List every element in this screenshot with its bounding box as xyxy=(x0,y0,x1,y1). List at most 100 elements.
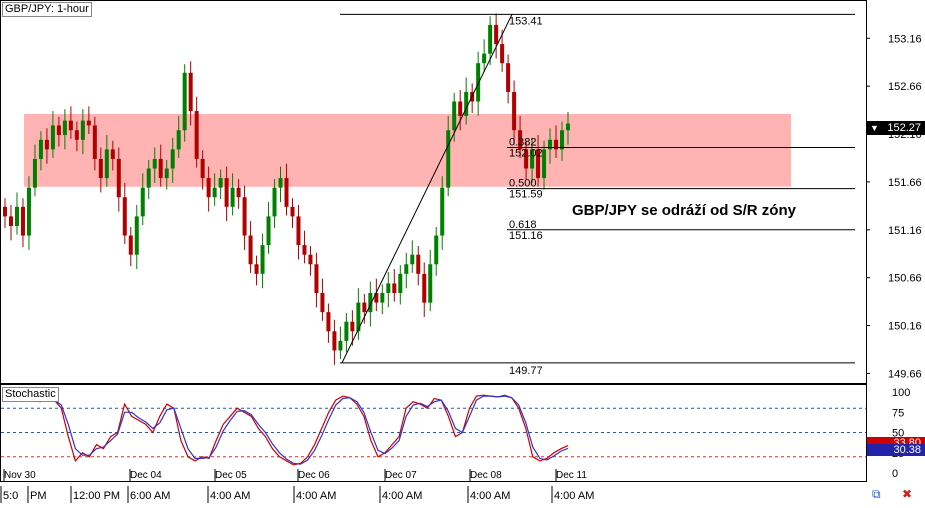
swing-high-label: 153.41 xyxy=(509,15,543,27)
candle-body xyxy=(554,139,559,150)
price-arrow-icon: ▼ xyxy=(870,123,879,133)
candle-body xyxy=(422,273,427,303)
candle-body xyxy=(182,72,187,131)
candle-body xyxy=(212,187,217,198)
candle-body xyxy=(494,24,499,45)
candle-body xyxy=(152,158,157,169)
candle-body xyxy=(350,321,355,332)
sr-zone xyxy=(24,113,791,187)
y-tick-label: 151.66 xyxy=(888,177,922,189)
x-label-bottom: 5:0 xyxy=(3,490,18,502)
main-plot-frame xyxy=(0,0,867,384)
stochastic-line xyxy=(4,394,569,466)
candle-body xyxy=(404,264,409,274)
candle-body xyxy=(440,187,445,236)
candle-body xyxy=(50,125,55,150)
link-icon[interactable]: ⧉ xyxy=(872,487,881,501)
y-tick-label: 152.66 xyxy=(888,81,922,93)
candle-body xyxy=(308,254,313,265)
candle-body xyxy=(524,149,529,169)
fib-ratio-label: 0.500 xyxy=(509,178,537,190)
candle-body xyxy=(218,178,223,188)
y-tick-label: 150.16 xyxy=(888,321,922,333)
candle-body xyxy=(362,302,367,313)
stoch-y-label: 50 xyxy=(892,428,904,440)
swing-low-label: 149.77 xyxy=(509,365,543,377)
candle-body xyxy=(392,283,397,293)
candle-body xyxy=(200,158,205,179)
candle-body xyxy=(164,168,169,179)
candle-body xyxy=(338,340,343,351)
candle-body xyxy=(374,292,379,303)
candle-body xyxy=(332,331,337,351)
y-tick-label: 150.66 xyxy=(888,273,922,285)
candle-body xyxy=(416,254,421,274)
candle-body xyxy=(188,72,193,112)
candle-body xyxy=(530,149,535,169)
candle-body xyxy=(86,120,91,126)
candle-body xyxy=(80,120,85,140)
candle-body xyxy=(284,178,289,207)
candle-body xyxy=(434,235,439,265)
candle-body xyxy=(242,197,247,236)
chart-title: GBP/JPY: 1-hour xyxy=(2,2,92,17)
candle-body xyxy=(536,149,541,179)
candle-body xyxy=(14,206,19,226)
candle-body xyxy=(296,216,301,246)
x-label: Dec 04 xyxy=(130,470,162,481)
x-label-bottom: 4:00 AM xyxy=(470,490,510,502)
candle-body xyxy=(326,312,331,332)
candle-body xyxy=(458,101,463,116)
candle-body xyxy=(482,53,487,64)
candle-body xyxy=(428,264,433,303)
fib-ratio-label: 0.618 xyxy=(509,219,537,231)
current-price-label: 152.27 xyxy=(887,122,921,134)
stochastic-line xyxy=(4,395,569,465)
candle-body xyxy=(122,197,127,236)
candle-body xyxy=(254,264,259,274)
candle-body xyxy=(512,91,517,131)
fib-price-label: 151.16 xyxy=(509,230,543,242)
trend-line xyxy=(341,14,513,364)
close-icon[interactable]: ✖ xyxy=(902,487,913,501)
candle-body xyxy=(236,187,241,198)
stoch-blue-tag: 30.38 xyxy=(867,444,925,456)
x-label: Dec 08 xyxy=(470,470,502,481)
candle-body xyxy=(518,130,523,150)
x-label: Dec 05 xyxy=(215,470,247,481)
candle-body xyxy=(368,292,373,313)
candle-body xyxy=(176,130,181,150)
x-label-bottom: 4:00 AM xyxy=(296,490,336,502)
candle-body xyxy=(344,321,349,341)
candle-body xyxy=(8,216,13,226)
candle-body xyxy=(272,187,277,217)
annotation-text: GBP/JPY se odráží od S/R zóny xyxy=(572,202,796,219)
candle-body xyxy=(314,264,319,293)
fib-price-label: 151.59 xyxy=(509,189,543,201)
candle-body xyxy=(410,254,415,265)
candle-body xyxy=(488,24,493,54)
candle-body xyxy=(248,235,253,265)
candle-body xyxy=(500,44,505,64)
candle-body xyxy=(566,123,570,131)
candle-body xyxy=(476,63,481,102)
candle-body xyxy=(386,283,391,293)
candle-body xyxy=(302,245,307,255)
candle-body xyxy=(542,149,547,179)
x-label-bottom: 6:00 AM xyxy=(130,490,170,502)
candle-body xyxy=(44,139,49,150)
x-label-bottom: 12:00 PM xyxy=(73,490,120,502)
candle-body xyxy=(278,178,283,188)
candle-body xyxy=(134,216,139,255)
x-label: Dec 06 xyxy=(298,470,330,481)
candle-body xyxy=(56,125,61,136)
candle-body xyxy=(68,120,73,131)
x-label-bottom: 4:00 AM xyxy=(382,490,422,502)
y-tick-label: 151.16 xyxy=(888,225,922,237)
y-tick-label: 153.16 xyxy=(888,33,922,45)
x-label-bottom: PM xyxy=(30,490,47,502)
candle-body xyxy=(194,111,199,159)
y-tick-label: 149.66 xyxy=(888,368,922,380)
stochastic-title: Stochastic xyxy=(2,387,59,402)
